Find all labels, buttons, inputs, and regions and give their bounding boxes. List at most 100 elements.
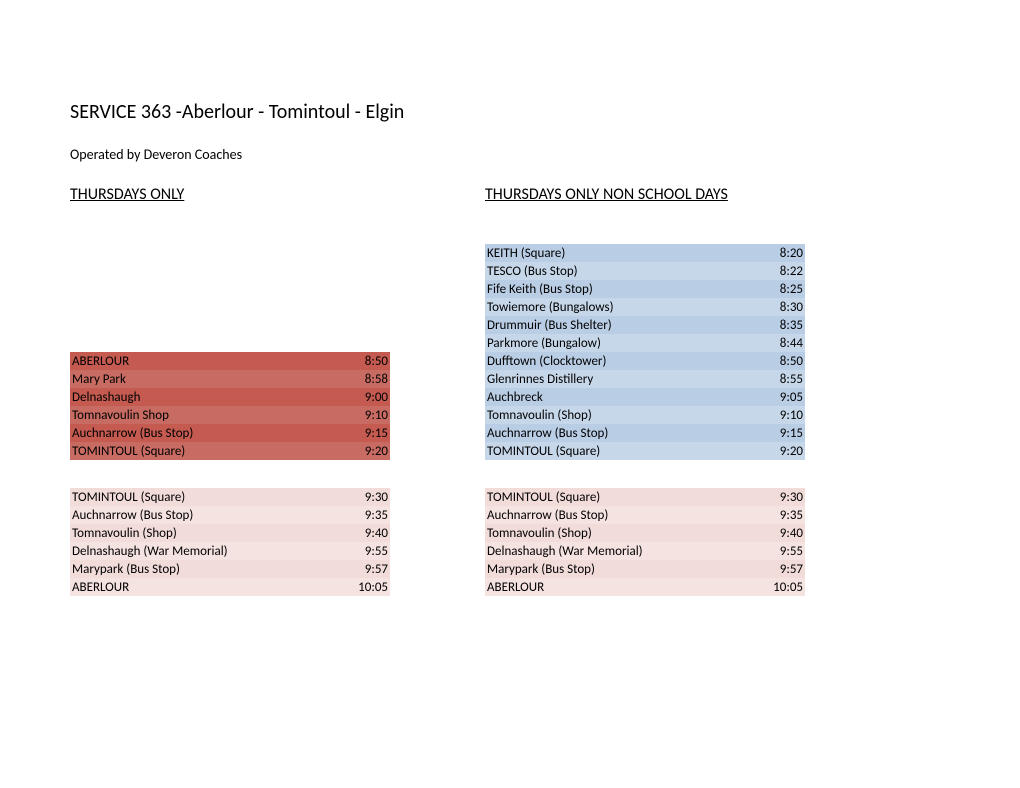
timetable-row: Tomnavoulin (Shop) 9:40: [485, 524, 805, 542]
timetable-row: ABERLOUR 10:05: [485, 578, 805, 596]
stop-name: Fife Keith (Bus Stop): [487, 282, 593, 297]
timetable-row: Parkmore (Bungalow)8:44: [485, 334, 805, 352]
stop-name: Auchnarrow (Bus Stop): [487, 508, 608, 523]
right-top-block: KEITH (Square)8:20TESCO (Bus Stop)8:22Fi…: [485, 244, 805, 460]
timetable-row: Fife Keith (Bus Stop) 8:25: [485, 280, 805, 298]
spacer-row: [70, 298, 390, 316]
timetable-row: Auchnarrow (Bus Stop)9:15: [485, 424, 805, 442]
stop-time: 9:30: [780, 490, 803, 505]
stop-time: 8:55: [780, 372, 803, 387]
timetable-row: Auchnarrow (Bus Stop) 9:35: [70, 506, 390, 524]
stop-name: TOMINTOUL (Square): [72, 490, 185, 505]
operator-line: Operated by Deveron Coaches: [70, 146, 950, 163]
stop-name: TESCO (Bus Stop): [487, 264, 578, 279]
timetable-row: ABERLOUR10:05: [70, 578, 390, 596]
timetable-row: Glenrinnes Distillery 8:55: [485, 370, 805, 388]
right-heading: THURSDAYS ONLY NON SCHOOL DAYS: [485, 185, 805, 204]
timetable-row: TOMINTOUL (Square) 9:20: [485, 442, 805, 460]
stop-name: Parkmore (Bungalow): [487, 336, 601, 351]
timetable-row: Auchnarrow (Bus Stop) 9:15: [70, 424, 390, 442]
stop-name: ABERLOUR: [72, 354, 129, 369]
stop-name: TOMINTOUL (Square): [487, 444, 600, 459]
timetable-row: Towiemore (Bungalows) 8:30: [485, 298, 805, 316]
left-top-block: ABERLOUR 8:50 Mary Park 8:58 Delnashaugh 9:00…: [70, 244, 390, 460]
stop-time: 8:50: [365, 354, 388, 369]
spacer-row: [70, 244, 390, 262]
stop-time: 9:35: [780, 508, 803, 523]
timetable-row: Tomnavoulin (Shop) 9:40: [70, 524, 390, 542]
page-title: SERVICE 363 -Aberlour - Tomintoul - Elgi…: [70, 100, 950, 124]
stop-time: 9:00: [365, 390, 388, 405]
stop-name: Dufftown (Clocktower): [487, 354, 606, 369]
stop-time: 8:50: [780, 354, 803, 369]
timetable-row: Delnashaugh (War Memorial) 9:55: [485, 542, 805, 560]
timetable-row: Marypark (Bus Stop) 9:57: [485, 560, 805, 578]
stop-time: 10:05: [773, 580, 803, 595]
timetable-row: Auchbreck 9:05: [485, 388, 805, 406]
stop-time: 9:15: [780, 426, 803, 441]
stop-name: Auchnarrow (Bus Stop): [72, 426, 193, 441]
timetable-row: TOMINTOUL (Square) 9:30: [485, 488, 805, 506]
timetable-row: Delnashaugh 9:00: [70, 388, 390, 406]
stop-time: 9:55: [365, 544, 388, 559]
stop-time: 8:20: [780, 246, 803, 261]
stop-time: 8:35: [780, 318, 803, 333]
left-bottom-block: TOMINTOUL (Square)9:30Auchnarrow (Bus St…: [70, 488, 390, 596]
timetable-row: Delnashaugh (War Memorial) 9:55: [70, 542, 390, 560]
stop-time: 9:55: [780, 544, 803, 559]
stop-time: 9:35: [365, 508, 388, 523]
stop-name: Mary Park: [72, 372, 126, 387]
stop-name: Tomnavoulin (Shop): [72, 526, 177, 541]
stop-name: TOMINTOUL (Square): [72, 444, 185, 459]
stop-time: 9:40: [780, 526, 803, 541]
stop-time: 9:57: [365, 562, 388, 577]
stop-time: 8:58: [365, 372, 388, 387]
timetable-row: TOMINTOUL (Square) 9:20: [70, 442, 390, 460]
stop-name: KEITH (Square): [487, 246, 565, 261]
stop-name: Marypark (Bus Stop): [487, 562, 595, 577]
stop-time: 9:10: [780, 408, 803, 423]
stop-time: 9:15: [365, 426, 388, 441]
timetable-row: Tomnavoulin (Shop) 9:10: [485, 406, 805, 424]
stop-name: Glenrinnes Distillery: [487, 372, 593, 387]
stop-name: Tomnavoulin Shop: [72, 408, 169, 423]
stop-name: ABERLOUR: [487, 580, 544, 595]
stop-name: Towiemore (Bungalows): [487, 300, 614, 315]
timetable-columns: THURSDAYS ONLY ABERLOUR 8:50 Mary Park 8:58…: [70, 185, 950, 624]
stop-time: 9:20: [780, 444, 803, 459]
right-bottom-block: TOMINTOUL (Square)9:30Auchnarrow (Bus St…: [485, 488, 805, 596]
spacer-row: [70, 316, 390, 334]
stop-name: ABERLOUR: [72, 580, 129, 595]
right-column: THURSDAYS ONLY NON SCHOOL DAYS KEITH (Sq…: [485, 185, 805, 624]
stop-name: TOMINTOUL (Square): [487, 490, 600, 505]
spacer-row: [70, 262, 390, 280]
timetable-row: Drummuir (Bus Shelter) 8:35: [485, 316, 805, 334]
stop-name: Auchbreck: [487, 390, 543, 405]
stop-time: 9:30: [365, 490, 388, 505]
stop-time: 8:25: [780, 282, 803, 297]
stop-time: 9:05: [780, 390, 803, 405]
timetable-row: KEITH (Square) 8:20: [485, 244, 805, 262]
timetable-row: Dufftown (Clocktower) 8:50: [485, 352, 805, 370]
stop-name: Delnashaugh: [72, 390, 140, 405]
stop-time: 9:20: [365, 444, 388, 459]
left-heading: THURSDAYS ONLY: [70, 185, 390, 204]
timetable-row: Mary Park 8:58: [70, 370, 390, 388]
stop-name: Auchnarrow (Bus Stop): [72, 508, 193, 523]
stop-time: 8:22: [780, 264, 803, 279]
timetable-row: Auchnarrow (Bus Stop) 9:35: [485, 506, 805, 524]
spacer-row: [70, 334, 390, 352]
stop-name: Tomnavoulin (Shop): [487, 408, 592, 423]
stop-name: Drummuir (Bus Shelter): [487, 318, 612, 333]
timetable-row: Marypark (Bus Stop) 9:57: [70, 560, 390, 578]
stop-name: Tomnavoulin (Shop): [487, 526, 592, 541]
stop-time: 9:57: [780, 562, 803, 577]
stop-name: Marypark (Bus Stop): [72, 562, 180, 577]
timetable-row: TOMINTOUL (Square) 9:30: [70, 488, 390, 506]
stop-time: 8:30: [780, 300, 803, 315]
stop-time: 9:40: [365, 526, 388, 541]
stop-name: Delnashaugh (War Memorial): [487, 544, 643, 559]
timetable-row: TESCO (Bus Stop) 8:22: [485, 262, 805, 280]
left-column: THURSDAYS ONLY ABERLOUR 8:50 Mary Park 8:58…: [70, 185, 390, 624]
stop-name: Delnashaugh (War Memorial): [72, 544, 228, 559]
